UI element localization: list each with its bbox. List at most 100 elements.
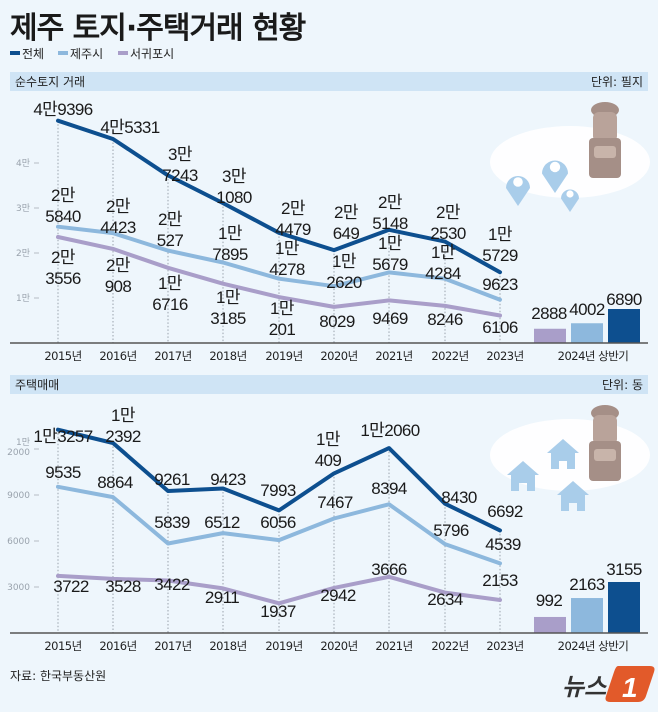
data-label: 1만 201 bbox=[269, 299, 296, 339]
jeju-map-pins-illustration bbox=[490, 102, 650, 212]
data-label: 6106 bbox=[482, 318, 518, 337]
hands bbox=[594, 146, 616, 158]
data-label: 6692 bbox=[487, 502, 523, 521]
series-line-total bbox=[56, 427, 502, 533]
data-label: 2만 5148 bbox=[372, 193, 408, 233]
x-tick-label-line: 2023년 bbox=[486, 349, 523, 363]
data-label-line: 2153 bbox=[482, 571, 518, 590]
data-label: 3만 1080 bbox=[216, 167, 252, 207]
x-tick-label: 2021년 bbox=[375, 349, 412, 363]
data-label-line: 1만 bbox=[270, 299, 295, 318]
y-tick-label-line: 4만 bbox=[16, 158, 30, 169]
map-pin-hole bbox=[549, 161, 561, 173]
x-tick-label: 2015년 bbox=[44, 639, 81, 653]
data-label-line: 1만 bbox=[488, 225, 513, 244]
data-label: 2911 bbox=[205, 588, 239, 607]
legend-swatch bbox=[58, 51, 68, 55]
x-tick-label-line: 2021년 bbox=[375, 349, 412, 363]
data-label: 1만 2620 bbox=[326, 252, 362, 292]
data-label: 4539 bbox=[485, 535, 521, 554]
house-icon bbox=[507, 461, 539, 491]
data-label-line: 2만 bbox=[106, 197, 131, 216]
y-tick-label: 3만 bbox=[16, 203, 30, 214]
data-label: 9261 bbox=[154, 470, 190, 489]
data-label: 1만 7895 bbox=[212, 224, 248, 264]
page-title: 제주 토지·주택거래 현황 bbox=[10, 11, 306, 46]
y-tick-label: 2만 bbox=[16, 248, 30, 259]
x-tick-label: 2020년 bbox=[320, 349, 357, 363]
data-label-line: 2만 bbox=[281, 199, 306, 218]
data-label-line: 1만 bbox=[332, 252, 357, 271]
data-label: 1만 3185 bbox=[210, 288, 246, 328]
data-label: 4만9396 bbox=[33, 100, 92, 119]
data-label: 2만 527 bbox=[157, 210, 184, 250]
x-tick-label-line: 2016년 bbox=[99, 349, 136, 363]
data-label-line: 1만2060 bbox=[360, 421, 419, 440]
bar-seogwipo-si bbox=[534, 616, 566, 633]
data-label-line: 9423 bbox=[210, 470, 246, 489]
data-label-line: 4423 bbox=[100, 218, 136, 237]
x-tick-label-line: 2017년 bbox=[154, 639, 191, 653]
data-label: 1만 2392 bbox=[105, 406, 141, 446]
data-label: 5796 bbox=[433, 521, 469, 540]
x-tick-label-line: 2018년 bbox=[209, 349, 246, 363]
data-label: 2634 bbox=[427, 590, 463, 609]
x-tick-label-line: 2023년 bbox=[486, 639, 523, 653]
x-tick-label: 2022년 bbox=[431, 349, 468, 363]
bar-seogwipo-si bbox=[534, 328, 566, 343]
x-tick-label-line: 2024년 상반기 bbox=[558, 349, 629, 363]
data-label-line: 409 bbox=[315, 451, 342, 470]
jeju-houses-illustration bbox=[490, 405, 650, 511]
data-label-line: 6106 bbox=[482, 318, 518, 337]
dol-hareubang-icon bbox=[589, 102, 621, 178]
data-label: 8246 bbox=[427, 310, 463, 329]
bar-label: 2163 bbox=[569, 575, 605, 594]
x-tick-label: 2018년 bbox=[209, 349, 246, 363]
data-label-line: 2942 bbox=[320, 586, 356, 605]
section-header-band bbox=[10, 72, 648, 91]
map-pin-icon bbox=[561, 189, 579, 212]
series-line-jeju-si bbox=[56, 484, 502, 566]
head bbox=[593, 415, 617, 445]
data-label-line: 9261 bbox=[154, 470, 190, 489]
data-label: 1937 bbox=[260, 602, 296, 621]
data-label-line: 2만 bbox=[378, 193, 403, 212]
series-line-seogwipo-si bbox=[56, 573, 502, 606]
data-label: 8864 bbox=[97, 473, 133, 492]
data-label-line: 2634 bbox=[427, 590, 463, 609]
data-label: 1만2060 bbox=[360, 421, 419, 440]
data-label-line: 2392 bbox=[105, 427, 141, 446]
data-label: 8430 bbox=[441, 488, 477, 507]
head bbox=[593, 112, 617, 142]
data-label: 2만 4423 bbox=[100, 197, 136, 237]
x-tick-label: 2023년 bbox=[486, 639, 523, 653]
data-label: 2만 908 bbox=[105, 256, 132, 296]
data-label-line: 1만 bbox=[431, 243, 456, 262]
x-tick-label: 2016년 bbox=[99, 639, 136, 653]
x-tick-label-line: 2016년 bbox=[99, 639, 136, 653]
data-label: 3만 7243 bbox=[162, 145, 198, 185]
x-tick-label-line: 2018년 bbox=[209, 639, 246, 653]
data-label: 3722 bbox=[53, 577, 89, 596]
data-label-line: 4284 bbox=[425, 264, 461, 283]
bar-label: 992 bbox=[536, 591, 563, 610]
y-tick-label: 3000 bbox=[7, 583, 30, 593]
data-label: 2153 bbox=[482, 571, 518, 590]
x-tick-label: 2020년 bbox=[320, 639, 357, 653]
data-label-line: 1만 bbox=[378, 234, 403, 253]
map-pin-hole bbox=[513, 177, 523, 187]
y-tick-label-line: 2000 bbox=[7, 448, 30, 458]
unit-label: 단위: 동 bbox=[602, 378, 643, 392]
data-label-line: 4539 bbox=[485, 535, 521, 554]
data-label-line: 4만5331 bbox=[100, 118, 159, 137]
section-header-band bbox=[10, 375, 648, 394]
data-label: 9535 bbox=[45, 463, 81, 482]
series-line-jeju-si bbox=[56, 224, 502, 302]
y-tick-label: 1만 2000 bbox=[7, 437, 30, 458]
legend-swatch bbox=[118, 51, 128, 55]
data-label-line: 1만 bbox=[218, 224, 243, 243]
hands bbox=[594, 449, 616, 461]
y-tick-label: 4만 bbox=[16, 158, 30, 169]
bar-jeju-si bbox=[571, 598, 603, 633]
